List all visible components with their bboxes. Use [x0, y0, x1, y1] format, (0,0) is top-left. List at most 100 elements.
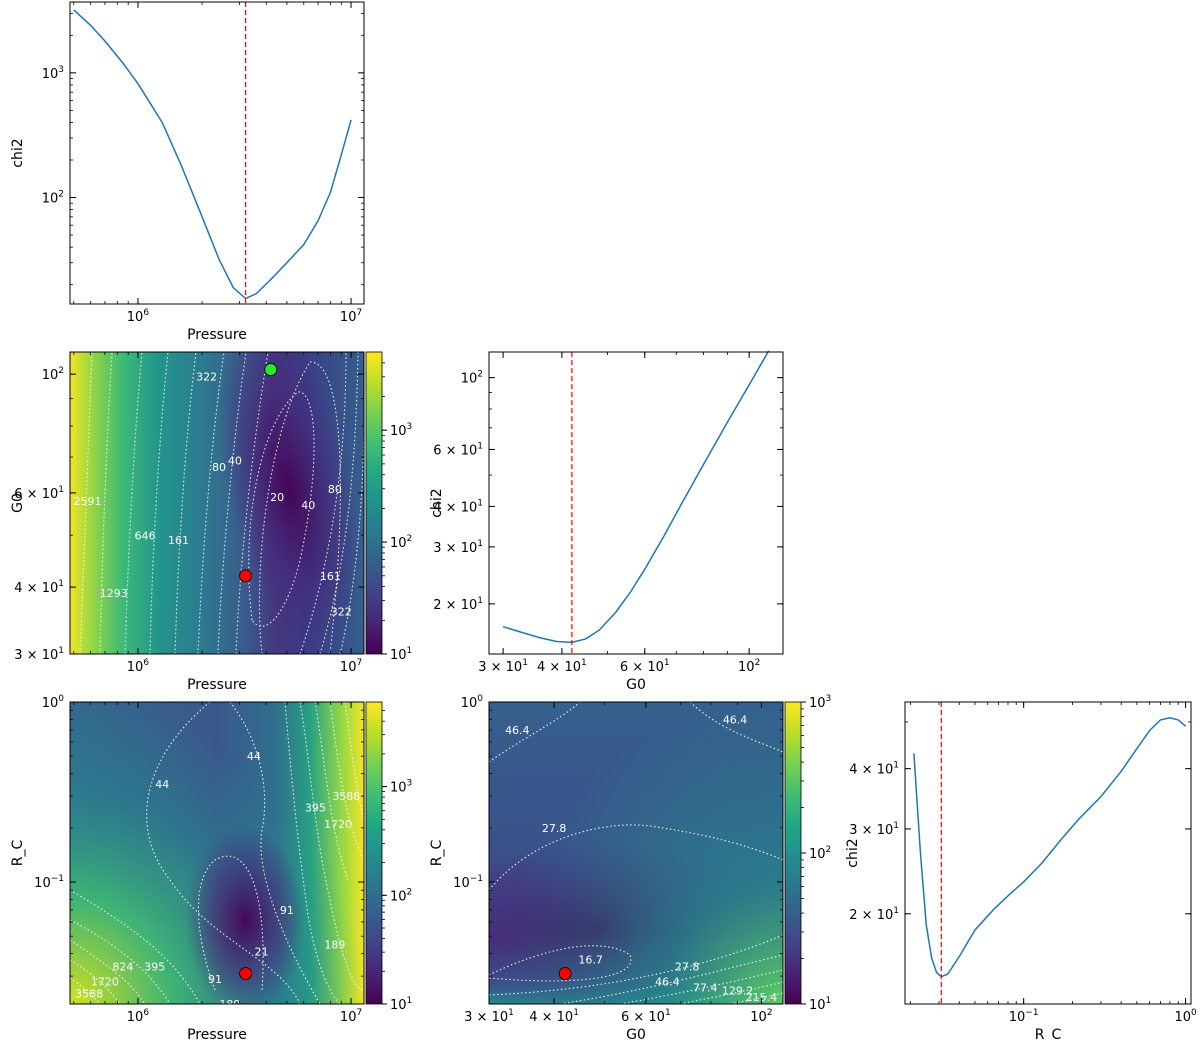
contour-label: 1293 [100, 587, 128, 600]
chi2-curve [502, 350, 770, 644]
contour-label: 80 [212, 461, 226, 474]
y-tick-label: 2 × 101 [433, 596, 483, 613]
y-tick-label: 103 [42, 65, 64, 82]
y-tick-label: 2 × 101 [849, 906, 899, 923]
x-tick-label: 107 [340, 1008, 362, 1025]
y-axis-label: chi2 [429, 488, 445, 517]
contour-label: 3588 [75, 988, 103, 1001]
x-tick-label: 102 [750, 1008, 772, 1025]
colorbar-tick-label: 103 [809, 694, 831, 711]
contour-label: 46.4 [655, 976, 680, 989]
axes-frame [69, 351, 365, 655]
colorbar-tick-label: 102 [390, 887, 412, 904]
axes-frame [69, 701, 365, 1005]
colorbar-tick-label: 103 [390, 422, 412, 439]
y-tick-label: 100 [42, 694, 65, 711]
panel-pressure-chi2: 106 107 102 103 Pressure chi2 [10, 1, 365, 343]
x-tick-label: 106 [127, 658, 150, 675]
x-tick-label: 4 × 101 [529, 1008, 579, 1025]
colorbar-p4 [365, 701, 383, 1005]
contour-label: 824 [112, 960, 133, 973]
colorbar-tick-label: 102 [390, 534, 412, 551]
contours-p5 [489, 702, 783, 1004]
contour-label: 91 [280, 904, 294, 917]
y-axis-label: chi2 [10, 138, 26, 167]
contour-label: 1720 [324, 818, 352, 831]
contour-label: 1720 [91, 976, 119, 989]
y-tick-label: 10−1 [34, 874, 64, 891]
colorbar-tick-label: 101 [809, 996, 831, 1013]
contour-label: 44 [155, 778, 169, 791]
x-axis-label: G0 [626, 677, 646, 693]
contour-label: 322 [196, 370, 217, 383]
y-tick-label: 102 [42, 190, 64, 207]
y-tick-label: 4 × 101 [14, 579, 64, 596]
x-tick-label: 10−1 [1009, 1008, 1039, 1025]
contour-label: 46.4 [505, 724, 530, 737]
x-axis-label: Pressure [187, 1027, 247, 1041]
y-axis-label: chi2 [845, 838, 861, 867]
y-tick-label: 4 × 101 [433, 498, 483, 515]
contour-label: 77.4 [693, 981, 718, 994]
contour-label: 129.2 [722, 984, 754, 997]
contours-p4 [70, 702, 364, 1004]
y-tick-label: 6 × 101 [14, 485, 64, 502]
contour-label: 161 [320, 570, 341, 583]
contour-label: 27.8 [675, 960, 700, 973]
x-axis-label: R_C [1035, 1027, 1062, 1041]
colorbar-tick-label: 102 [809, 845, 831, 862]
x-tick-label: 6 × 101 [621, 1008, 671, 1025]
panel-g0-chi2: 3 × 101 4 × 101 6 × 101 102 2 × 101 3 × 101 4 … [429, 350, 784, 693]
x-tick-label: 106 [127, 308, 150, 325]
y-axis-label: R_C [429, 840, 445, 867]
y-tick-label: 4 × 101 [849, 761, 899, 778]
contour-label: 20 [270, 491, 284, 504]
y-tick-label: 100 [461, 694, 484, 711]
contour-label: 46.4 [723, 713, 748, 726]
colorbar-p5 [784, 701, 802, 1005]
y-axis-label: G0 [10, 493, 26, 513]
y-tick-label: 3 × 101 [14, 646, 64, 663]
x-tick-label: 100 [1174, 1008, 1197, 1025]
contour-label: 161 [168, 534, 189, 547]
x-tick-label: 3 × 101 [478, 658, 528, 675]
axes-frame [69, 1, 365, 305]
x-axis-label: Pressure [187, 677, 247, 693]
x-tick-label: 107 [340, 658, 362, 675]
contour-label: 44 [247, 750, 261, 763]
contour-label: 215.4 [746, 991, 778, 1004]
chi2-curve [913, 717, 1187, 978]
axes-frame [488, 701, 784, 1005]
axes-frame [904, 701, 1192, 1005]
x-axis-label: Pressure [187, 327, 247, 343]
y-tick-label: 6 × 101 [433, 441, 483, 458]
contour-label: 40 [301, 499, 315, 512]
colorbar-tick-label: 103 [390, 779, 412, 796]
contour-label: 40 [228, 454, 242, 467]
contour-label: 27.8 [542, 822, 567, 835]
x-tick-label: 6 × 101 [620, 658, 670, 675]
contour-label: 189 [324, 938, 345, 951]
y-tick-label: 3 × 101 [433, 539, 483, 556]
y-tick-label: 102 [42, 366, 64, 383]
best-fit-marker [558, 967, 572, 980]
panel-rc-chi2: 10−1 100 2 × 101 3 × 101 4 × 101 R_C chi2 [845, 701, 1197, 1041]
x-tick-label: 4 × 101 [537, 658, 587, 675]
contour-label: 16.7 [578, 954, 603, 967]
contour-label: 2591 [74, 495, 102, 508]
x-tick-label: 3 × 101 [464, 1008, 514, 1025]
contour-label: 395 [305, 801, 326, 814]
best-fit-marker [239, 967, 252, 980]
contour-label: 646 [135, 529, 156, 542]
colorbar-tick-label: 101 [390, 646, 412, 663]
contour-label: 322 [331, 606, 352, 619]
x-tick-label: 106 [127, 1008, 150, 1025]
chi2-curve [73, 9, 352, 300]
contour-label: 3588 [332, 790, 360, 803]
contours-p2 [79, 352, 364, 654]
y-tick-label: 102 [461, 370, 483, 387]
